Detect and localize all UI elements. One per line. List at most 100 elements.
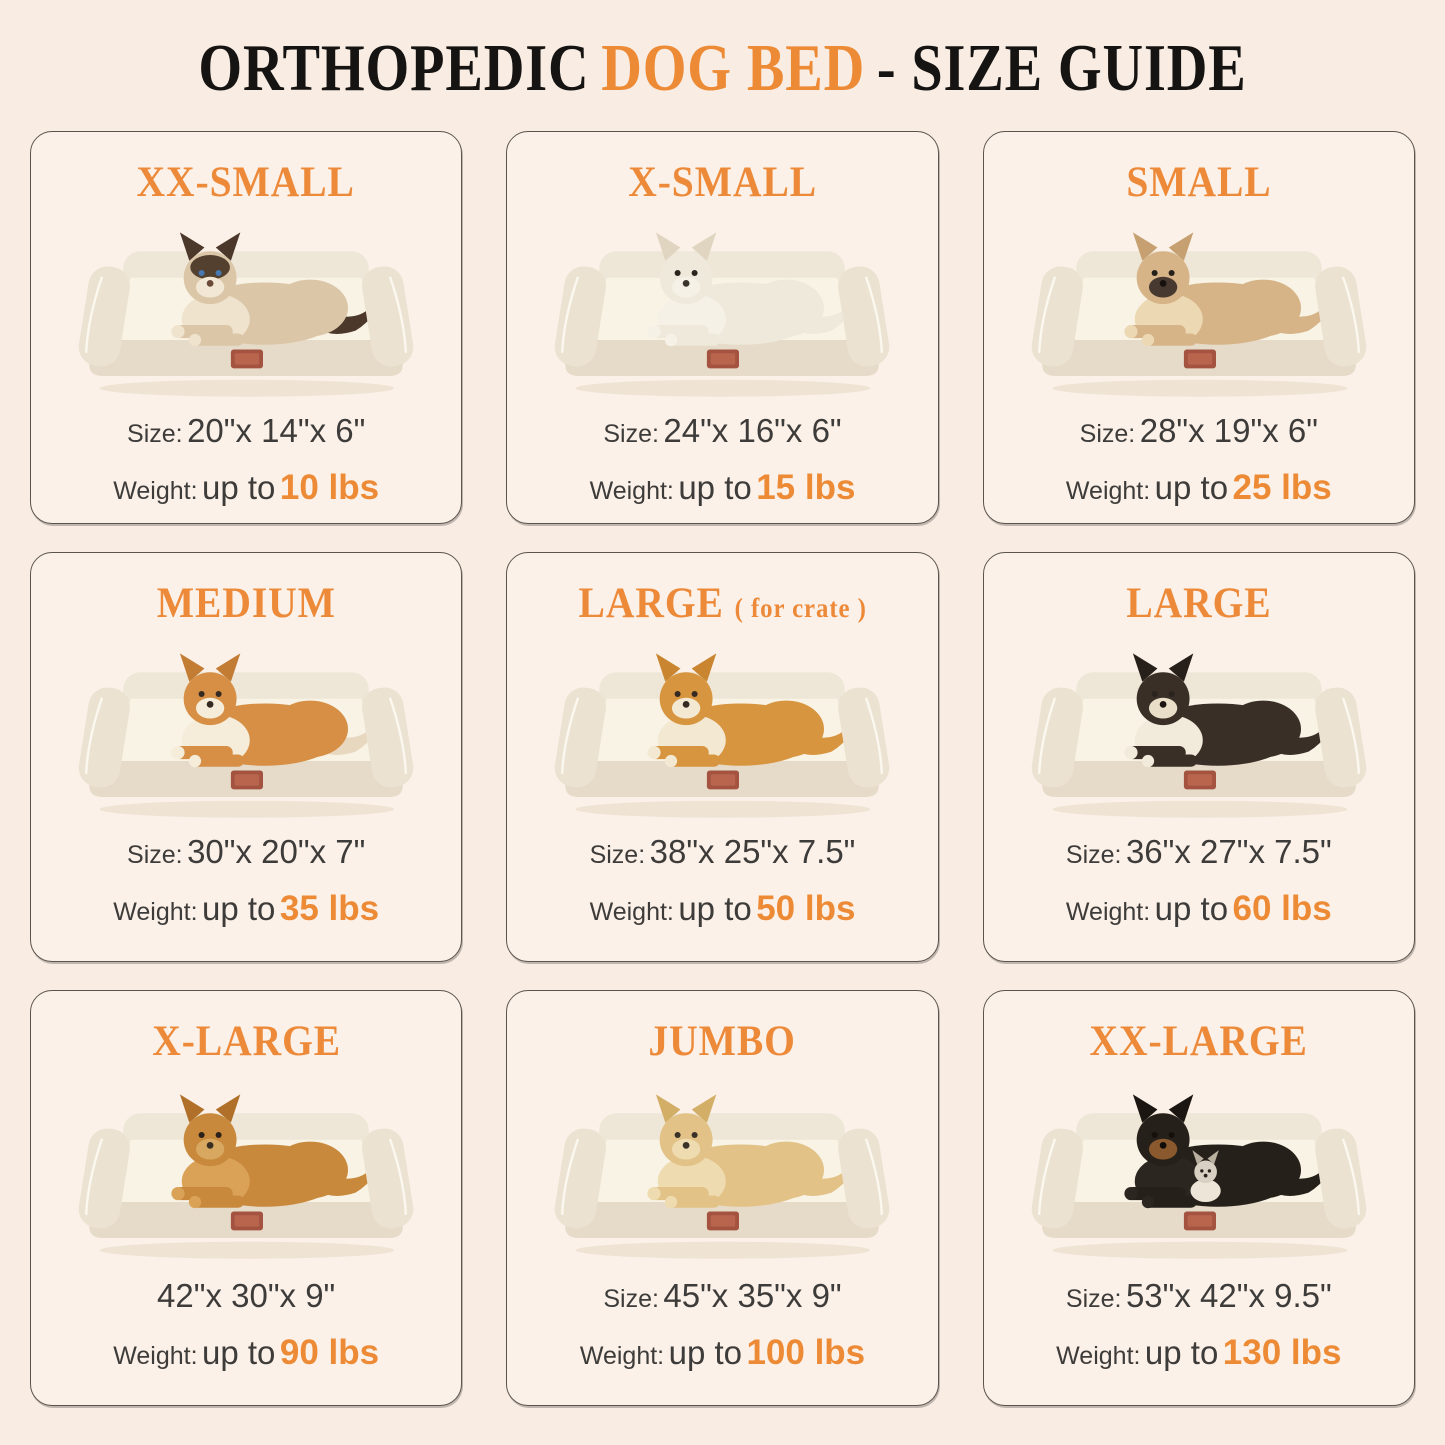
pet-on-dog-bed-illustration — [78, 653, 414, 818]
pet-on-dog-bed-illustration — [555, 1094, 890, 1259]
title-text-orthopedic: ORTHOPEDIC — [198, 31, 590, 105]
pet-photo — [515, 207, 929, 407]
card-info: Size: 45"x 35"x 9" Weight: up to 100 lbs — [580, 1272, 865, 1379]
size-label: Size: — [1065, 1285, 1122, 1314]
size-card-title: MEDIUM — [157, 579, 336, 628]
bed-logo-tag — [707, 770, 740, 790]
size-line: Size: 24"x 16"x 6" — [590, 407, 856, 455]
pet-illustration — [647, 1094, 854, 1209]
card-info: Size: 28"x 19"x 6" Weight: up to 25 lbs — [1066, 407, 1332, 514]
pet-on-dog-bed-illustration — [78, 1094, 414, 1259]
title-text-dog-bed: DOG BED — [601, 31, 866, 105]
size-name: X-LARGE — [151, 1018, 341, 1065]
weight-line: Weight: up to 90 lbs — [113, 1328, 379, 1379]
pet-on-dog-bed-illustration — [555, 232, 890, 397]
weight-label: Weight: — [1065, 476, 1151, 505]
size-label: Size: — [1079, 420, 1136, 448]
size-line: Size: 36"x 27"x 7.5" — [1066, 828, 1332, 876]
pet-photo — [992, 1066, 1406, 1272]
size-card-title: LARGE ( for crate ) — [578, 579, 866, 628]
size-card-title: XX-SMALL — [137, 158, 355, 207]
card-info: 42"x 30"x 9" Weight: up to 90 lbs — [113, 1272, 379, 1379]
weight-prefix: up to — [202, 1334, 276, 1372]
bed-logo-tag — [231, 349, 264, 369]
weight-prefix: up to — [668, 1334, 742, 1372]
size-card: LARGE — [982, 552, 1415, 962]
bed-right-bolster — [838, 266, 890, 367]
pet-illustration — [1124, 232, 1330, 347]
weight-value: 10 lbs — [279, 467, 380, 507]
size-cards-grid: XX-SMALL — [0, 107, 1445, 1406]
weight-prefix: up to — [202, 890, 276, 928]
weight-prefix: up to — [1154, 468, 1229, 506]
size-name-suffix: ( for crate ) — [734, 593, 867, 623]
size-value: 28"x 19"x 6" — [1139, 412, 1318, 449]
weight-value: 35 lbs — [279, 889, 380, 929]
size-line: Size: 45"x 35"x 9" — [580, 1272, 865, 1320]
bed-left-bolster — [1031, 1128, 1083, 1229]
size-line: Size: 20"x 14"x 6" — [113, 407, 379, 455]
weight-label: Weight: — [113, 1342, 198, 1371]
size-name: XX-LARGE — [1089, 1018, 1309, 1065]
bed-left-bolster — [78, 266, 131, 367]
bed-left-bolster — [555, 266, 607, 367]
weight-value: 60 lbs — [1232, 889, 1332, 929]
weight-prefix: up to — [202, 468, 276, 506]
pet-photo — [39, 207, 453, 407]
weight-label: Weight: — [589, 476, 674, 505]
weight-label: Weight: — [113, 898, 198, 927]
weight-label: Weight: — [113, 476, 198, 505]
bed-right-bolster — [1314, 266, 1367, 367]
size-line: Size: 30"x 20"x 7" — [113, 828, 379, 876]
pet-photo — [39, 1066, 453, 1272]
size-value: 30"x 20"x 7" — [187, 833, 366, 871]
pet-photo — [992, 628, 1406, 828]
weight-label: Weight: — [1056, 1342, 1141, 1371]
bed-logo-tag — [1183, 349, 1216, 369]
size-label: Size: — [1065, 841, 1122, 870]
weight-line: Weight: up to 10 lbs — [113, 463, 379, 514]
pet-on-dog-bed-illustration — [78, 232, 414, 397]
size-value: 20"x 14"x 6" — [187, 412, 366, 449]
bed-logo-tag — [707, 349, 740, 369]
pet-on-dog-bed-illustration — [1031, 1094, 1367, 1259]
size-card-title: XX-LARGE — [1090, 1017, 1308, 1066]
weight-value: 90 lbs — [279, 1333, 380, 1373]
card-info: Size: 53"x 42"x 9.5" Weight: up to 130 l… — [1056, 1272, 1341, 1379]
size-line: Size: 38"x 25"x 7.5" — [590, 828, 856, 876]
size-label: Size: — [127, 420, 183, 448]
page-title: ORTHOPEDIC DOG BED - SIZE GUIDE — [116, 30, 1330, 107]
pet-illustration — [171, 232, 377, 347]
bed-left-bolster — [555, 1128, 607, 1229]
size-card: MEDIUM — [30, 552, 463, 962]
pet-on-dog-bed-illustration — [555, 653, 890, 818]
size-card-title: LARGE — [1126, 579, 1271, 628]
size-card: SMALL — [982, 131, 1415, 524]
size-card: XX-LARGE — [982, 990, 1415, 1406]
bed-logo-tag — [1183, 1211, 1216, 1231]
size-label: Size: — [589, 841, 646, 870]
size-line: Size: 28"x 19"x 6" — [1066, 407, 1332, 455]
weight-line: Weight: up to 130 lbs — [1056, 1328, 1341, 1379]
size-value: 53"x 42"x 9.5" — [1125, 1277, 1332, 1315]
size-name: MEDIUM — [156, 580, 336, 627]
size-value: 38"x 25"x 7.5" — [649, 833, 856, 871]
size-card-title: X-LARGE — [152, 1017, 341, 1066]
bed-left-bolster — [78, 687, 131, 788]
bed-left-bolster — [555, 687, 607, 788]
bed-left-bolster — [1031, 266, 1083, 367]
size-card: JUMBO — [506, 990, 939, 1406]
size-value: 24"x 16"x 6" — [663, 412, 842, 449]
bed-right-bolster — [362, 266, 414, 367]
weight-prefix: up to — [678, 890, 752, 928]
size-card-title: X-SMALL — [628, 158, 817, 207]
pet-illustration — [647, 653, 854, 768]
chihuahua-illustration — [1190, 1150, 1221, 1203]
pet-on-dog-bed-illustration — [1031, 232, 1367, 397]
pet-photo — [39, 628, 453, 828]
pet-photo — [515, 1066, 929, 1272]
weight-line: Weight: up to 25 lbs — [1066, 463, 1332, 514]
weight-prefix: up to — [1154, 890, 1229, 928]
size-value: 45"x 35"x 9" — [663, 1277, 842, 1315]
weight-line: Weight: up to 50 lbs — [590, 884, 856, 935]
